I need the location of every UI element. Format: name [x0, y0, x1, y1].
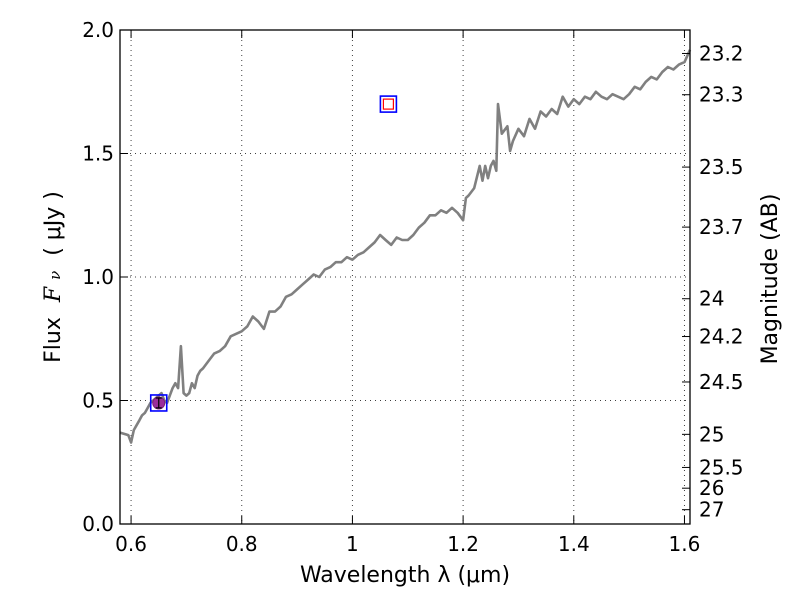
right-tick-label: 23.2	[699, 41, 744, 65]
right-tick-label: 23.5	[699, 155, 744, 179]
x-tick-label: 0.6	[115, 532, 147, 556]
y-tick-label: 0.5	[82, 389, 114, 413]
y-tick-label: 0.0	[82, 512, 114, 536]
right-tick-label: 24	[699, 287, 724, 311]
right-tick-label: 27	[699, 498, 724, 522]
y-axis-right-label: Magnitude (AB)	[758, 194, 783, 365]
right-tick-label: 24.2	[699, 325, 744, 349]
right-tick-label: 25.5	[699, 455, 744, 479]
series-layer	[119, 49, 692, 444]
model-box-2-inner	[382, 98, 394, 110]
x-tick-label: 1.6	[669, 532, 701, 556]
y-axis-label-unit: ( μJy )	[41, 191, 66, 256]
right-tick-label: 23.7	[699, 215, 744, 239]
right-tick-label: 23.3	[699, 83, 744, 107]
x-tick-label: 0.8	[226, 532, 258, 556]
x-axis: 0.6 0.8 1 1.2 1.4 1.6	[115, 30, 700, 556]
y-axis-label-sub: ν	[46, 271, 64, 280]
model-box-2	[379, 95, 398, 113]
x-tick-label: 1	[346, 532, 359, 556]
x-tick-label: 1.4	[558, 532, 590, 556]
right-tick-label: 26	[699, 476, 724, 500]
model-box-1	[149, 394, 168, 412]
y-tick-label: 1.5	[82, 142, 114, 166]
right-tick-label: 24.5	[699, 370, 744, 394]
y-axis-left: 0.0 0.5 1.0 1.5 2.0	[82, 18, 128, 536]
y-tick-label: 2.0	[82, 18, 114, 42]
y-axis-label-symbol: F	[41, 286, 66, 303]
right-tick-label: 25	[699, 422, 724, 446]
y-axis-label-flux: Flux	[41, 317, 66, 363]
markers-layer	[149, 95, 398, 412]
x-tick-label: 1.2	[447, 532, 479, 556]
y-axis-label: Flux F ν ( μJy )	[41, 191, 66, 363]
grid	[120, 30, 690, 524]
x-axis-label: Wavelength λ (μm)	[300, 563, 510, 588]
y-tick-label: 1.0	[82, 265, 114, 289]
spectrum-line	[119, 49, 692, 444]
